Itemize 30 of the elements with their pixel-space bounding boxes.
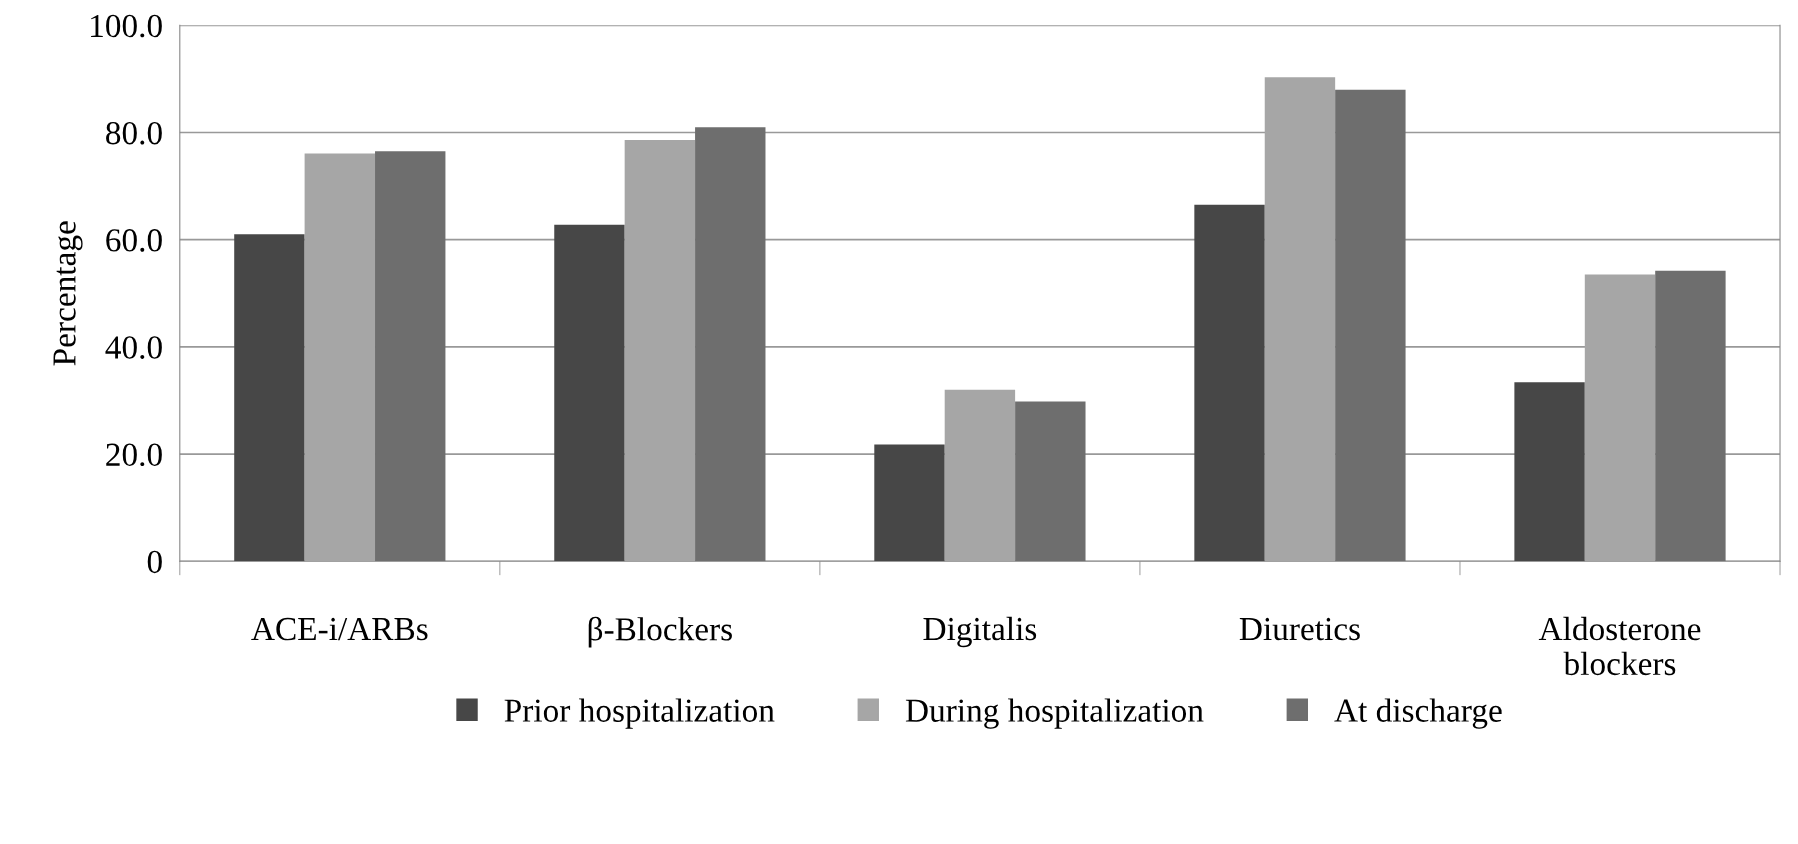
y-axis-title: Percentage [53, 221, 83, 366]
y-tick-label: 0 [147, 550, 162, 574]
legend-label: At discharge [1334, 698, 1502, 729]
bar [874, 444, 945, 562]
bar [375, 151, 446, 562]
bar [1514, 382, 1585, 562]
y-tick-label: 80.0 [106, 121, 162, 145]
bar [1655, 270, 1726, 562]
y-tick-label: 100.0 [91, 14, 162, 38]
x-tick-label: β-Blockers [588, 616, 732, 648]
x-tick-label: Aldosterone blockers [1538, 616, 1701, 676]
bar [944, 389, 1016, 562]
bar [1335, 89, 1406, 562]
x-tick-label: ACE-i/ARBs [251, 617, 428, 641]
bar [695, 127, 766, 562]
legend-label: During hospitalization [905, 698, 1204, 729]
bar [1264, 77, 1336, 562]
bar [624, 140, 696, 562]
bar [234, 234, 305, 562]
legend-label: Prior hospitalization [504, 698, 775, 729]
y-tick-label: 40.0 [105, 336, 162, 359]
bar [554, 224, 625, 562]
bar [1194, 204, 1265, 562]
x-tick-label: Diuretics [1239, 617, 1360, 641]
bar [304, 153, 376, 562]
bar [1015, 401, 1086, 562]
x-tick-label: Digitalis [923, 616, 1037, 648]
bar [1584, 274, 1656, 562]
y-tick-label: 20.0 [106, 443, 162, 467]
y-tick-label: 60.0 [106, 229, 162, 252]
